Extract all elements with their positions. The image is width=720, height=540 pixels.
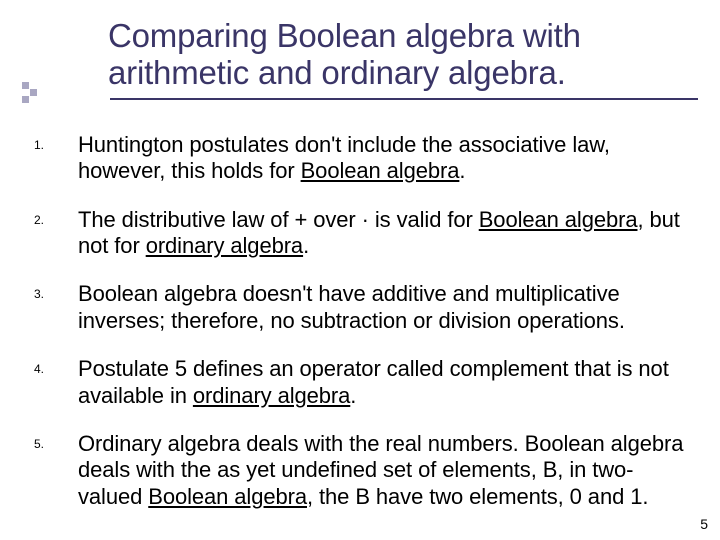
decorative-squares-icon <box>22 82 42 102</box>
list-item: 2.The distributive law of + over · is va… <box>34 207 686 260</box>
title-underline <box>110 98 698 100</box>
list-item: 1.Huntington postulates don't include th… <box>34 132 686 185</box>
list-item-text: Huntington postulates don't include the … <box>78 132 686 185</box>
list-item-text: Ordinary algebra deals with the real num… <box>78 431 686 510</box>
list-item-text: Postulate 5 defines an operator called c… <box>78 356 686 409</box>
list-item-number: 5. <box>34 431 78 451</box>
list-item-number: 4. <box>34 356 78 376</box>
list-item-number: 2. <box>34 207 78 227</box>
list-item-text: Boolean algebra doesn't have additive an… <box>78 281 686 334</box>
list-item: 4.Postulate 5 defines an operator called… <box>34 356 686 409</box>
list-item-text: The distributive law of + over · is vali… <box>78 207 686 260</box>
list-item: 5.Ordinary algebra deals with the real n… <box>34 431 686 510</box>
numbered-list: 1.Huntington postulates don't include th… <box>0 108 720 510</box>
list-item: 3.Boolean algebra doesn't have additive … <box>34 281 686 334</box>
slide-title: Comparing Boolean algebra with arithmeti… <box>108 18 680 92</box>
slide: Comparing Boolean algebra with arithmeti… <box>0 0 720 540</box>
list-item-number: 3. <box>34 281 78 301</box>
list-item-number: 1. <box>34 132 78 152</box>
page-number: 5 <box>700 516 708 532</box>
title-block: Comparing Boolean algebra with arithmeti… <box>0 0 720 108</box>
